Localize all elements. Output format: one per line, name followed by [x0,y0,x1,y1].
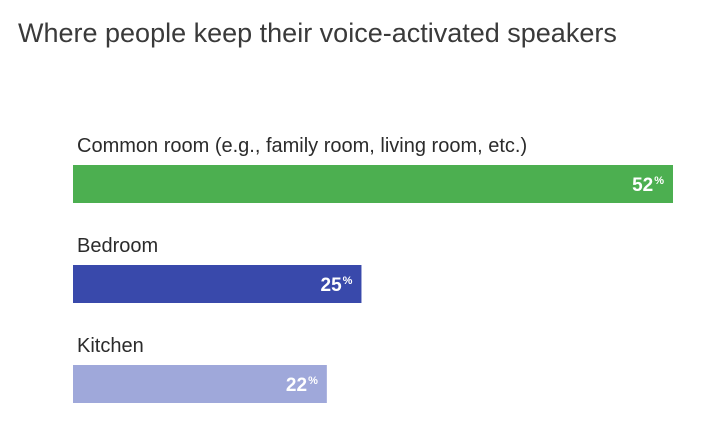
category-label: Bedroom [77,235,158,257]
category-label: Common room (e.g., family room, living r… [77,135,527,157]
data-label: 52% [632,175,664,196]
data-label: 22% [286,375,318,396]
chart-title: Where people keep their voice-activated … [18,18,617,48]
bar [73,265,362,303]
bar [73,165,673,203]
data-label: 25% [321,275,353,296]
bar [73,365,327,403]
category-label: Kitchen [77,335,144,357]
